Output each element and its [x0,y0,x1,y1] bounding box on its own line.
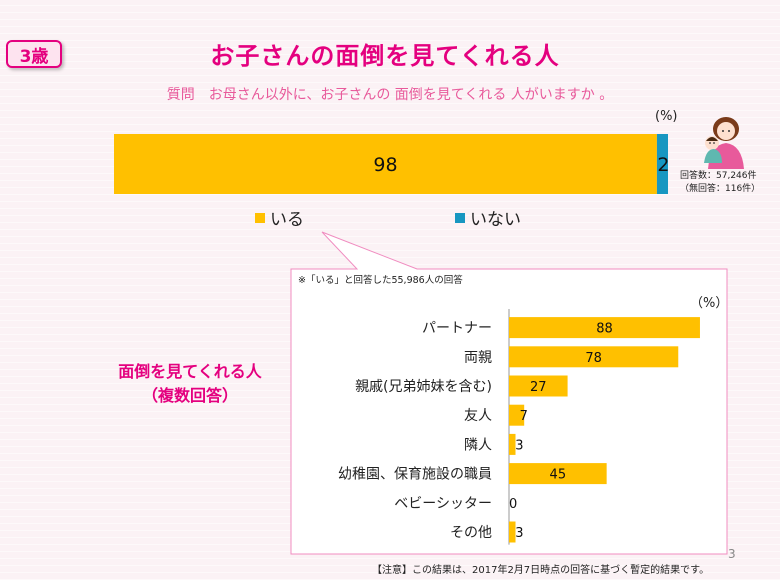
footnote: 【注意】この結果は、2017年2月7日時点の回答に基づく暫定的結果です。 [372,565,710,576]
category-label: 両親 [464,350,492,366]
value-label: 78 [585,351,602,366]
bar [509,404,525,426]
detail-base-note: ※「いる」と回答した55,986人の回答 [298,275,463,286]
bar-segment-no [656,134,668,194]
legend-label-no: いない [470,210,521,230]
bar [509,463,607,485]
helpers-bar-chart: パートナー 88 両親 78 親戚(兄弟姉妹を含む) 27 友人 7 隣人 3 幼稚園、保育施設の職… [338,309,700,545]
value-label: 7 [520,409,528,424]
bar-segment-yes [114,134,657,194]
value-label: 88 [596,322,613,337]
legend-item-no: いない [455,205,521,230]
value-label: 45 [550,468,567,483]
category-label: 友人 [464,408,492,424]
question-text: 質問 お母さん以外に、お子さんの 面倒を見てくれる 人がいますか 。 [166,87,614,103]
data-label-yes: 98 [373,154,397,176]
mother-child-illustration [704,117,744,169]
data-label-no: 2 [657,154,669,176]
top-chart-unit: (%) [655,109,678,124]
detail-chart-unit: （%） [690,296,729,311]
legend-label-yes: いる [270,210,304,230]
value-label: 3 [515,438,523,453]
age-badge: 3歳 [6,40,62,68]
category-label: パートナー [422,321,492,337]
no-answer-count-line: （無回答：116件） [680,184,761,194]
legend-swatch-no [455,212,465,223]
page-number: 3 [728,547,736,561]
category-label: 幼稚園、保育施設の職員 [338,467,492,483]
value-label: 0 [509,497,517,512]
legend-item-yes: いる [255,205,304,230]
bar [509,375,568,397]
bar [509,433,516,455]
bar [509,521,516,543]
top-stacked-bar-chart: 98 2 [114,134,670,194]
category-label: 親戚(兄弟姉妹を含む) [355,379,492,395]
page-title: お子さんの面倒を見てくれる人 [210,42,560,70]
respondent-count: 回答数：57,246件 （無回答：116件） [680,170,760,196]
category-label: その他 [450,525,492,541]
value-label: 27 [530,380,547,395]
bar [509,346,679,368]
category-label: ベビーシッター [394,496,492,512]
respondent-count-line: 回答数：57,246件 [680,171,757,181]
legend-swatch-yes [255,212,265,223]
detail-heading-line1: 面倒を見てくれる人 [118,362,262,381]
category-label: 隣人 [464,437,492,453]
bar [509,317,700,339]
value-label: 3 [515,526,523,541]
detail-heading-line2: （複数回答） [141,386,238,405]
detail-chart-heading: 面倒を見てくれる人 （複数回答） [95,360,285,408]
